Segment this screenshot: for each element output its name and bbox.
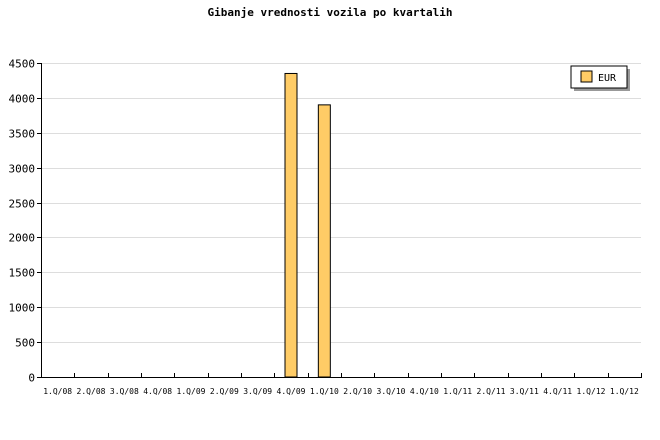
x-tick-label: 2.Q/08 <box>77 387 106 396</box>
legend-label: EUR <box>598 73 617 84</box>
x-tick-label: 1.Q/10 <box>310 387 339 396</box>
bar <box>317 104 331 378</box>
x-tick-label: 4.Q/10 <box>410 387 439 396</box>
x-tick-label: 1.Q/12 <box>610 387 639 396</box>
chart-title: Gibanje vrednosti vozila po kvartalih <box>207 6 452 19</box>
x-tick-label: 2.Q/11 <box>477 387 506 396</box>
x-tick-label: 1.Q/09 <box>177 387 206 396</box>
y-tick-label: 4500 <box>9 58 36 71</box>
x-tick-label: 4.Q/09 <box>277 387 306 396</box>
y-tick-label: 1500 <box>9 267 36 280</box>
y-tick-label: 1000 <box>9 302 36 315</box>
x-tick-label: 2.Q/10 <box>343 387 372 396</box>
y-tick-label: 500 <box>15 337 35 350</box>
x-tick-label: 4.Q/11 <box>543 387 572 396</box>
legend: EUR <box>570 65 630 91</box>
legend-swatch <box>580 70 593 83</box>
y-tick-label: 2500 <box>9 198 36 211</box>
x-tick-label: 4.Q/08 <box>143 387 172 396</box>
y-tick-label: 4000 <box>9 93 36 106</box>
y-tick-label: 3000 <box>9 163 36 176</box>
x-tick-label: 3.Q/11 <box>510 387 539 396</box>
bar <box>284 72 298 378</box>
x-tick-label: 2.Q/09 <box>210 387 239 396</box>
x-tick-label: 3.Q/09 <box>243 387 272 396</box>
y-tick-label: 3500 <box>9 128 36 141</box>
y-tick-label: 2000 <box>9 232 36 245</box>
x-tick-label: 3.Q/08 <box>110 387 139 396</box>
x-tick-label: 1.Q/11 <box>443 387 472 396</box>
x-tick-label: 3.Q/10 <box>377 387 406 396</box>
x-tick-label: 1.Q/12 <box>577 387 606 396</box>
x-tick-label: 1.Q/08 <box>43 387 72 396</box>
y-tick-label: 0 <box>28 372 35 385</box>
